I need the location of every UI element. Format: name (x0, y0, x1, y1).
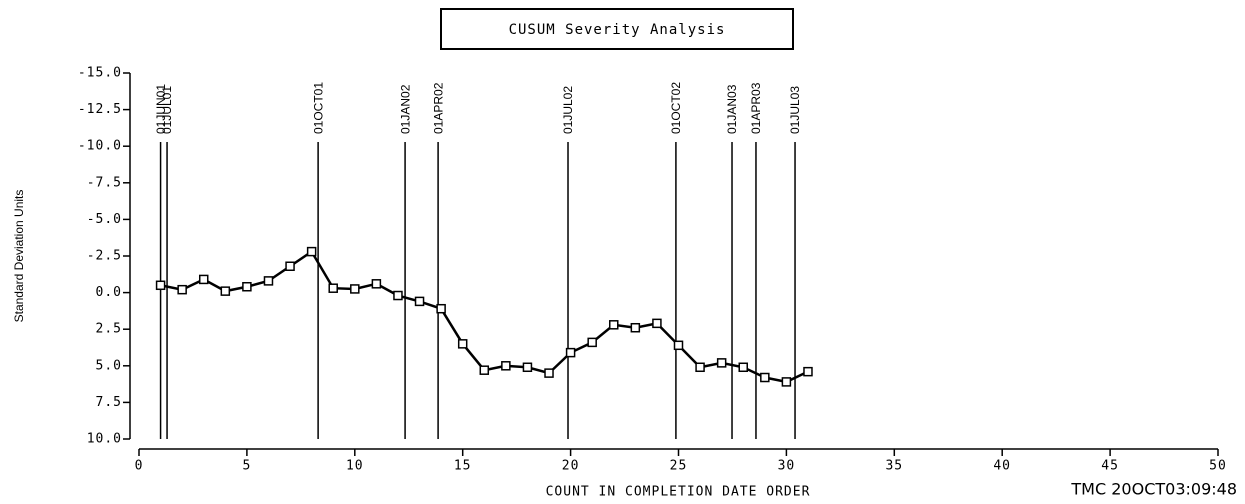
y-tick-label: 5.0 (96, 358, 122, 373)
y-tick-label: -12.5 (78, 102, 122, 117)
point-marker (371, 279, 382, 289)
point-marker (220, 286, 231, 296)
x-tick-label: 25 (670, 459, 688, 474)
series-line (160, 249, 809, 384)
reference-label: 01JUL02 (561, 86, 575, 134)
x-tick-label: 15 (454, 459, 472, 474)
point-marker (177, 284, 187, 295)
point-marker (652, 318, 662, 329)
y-tick-label: -7.5 (87, 175, 122, 190)
point-marker (803, 366, 813, 377)
y-tick-label: 0.0 (96, 285, 122, 300)
point-marker (760, 372, 770, 383)
y-tick-label: 2.5 (96, 322, 122, 337)
y-tick-label: 7.5 (96, 395, 122, 410)
point-marker (716, 358, 727, 368)
x-tick-label: 45 (1101, 459, 1119, 474)
point-marker (673, 340, 684, 351)
x-tick-label: 10 (346, 459, 364, 474)
point-marker (350, 284, 360, 294)
reference-label: 01JUN01 (154, 84, 168, 134)
x-tick-label: 35 (885, 459, 903, 474)
y-tick-label: 10.0 (87, 432, 122, 447)
point-marker (565, 347, 576, 358)
x-tick-label: 50 (1209, 459, 1227, 474)
x-tick-label: 30 (778, 459, 796, 474)
chart-title: CUSUM Severity Analysis (509, 22, 726, 38)
reference-label: 01OCT02 (669, 82, 683, 134)
x-tick-label: 5 (242, 459, 251, 474)
title-box (440, 8, 794, 50)
x-tick-label: 40 (993, 459, 1011, 474)
point-marker (328, 283, 338, 293)
point-marker (242, 281, 252, 292)
x-axis-label: COUNT IN COMPLETION DATE ORDER (546, 485, 811, 500)
reference-label: 01JUL03 (788, 86, 802, 134)
y-tick-label: -5.0 (87, 212, 122, 227)
reference-label: 01JAN02 (398, 84, 412, 134)
reference-label: 01JAN03 (725, 84, 739, 134)
point-marker (436, 303, 446, 314)
point-marker (393, 290, 403, 301)
point-marker (306, 246, 317, 257)
point-marker (695, 362, 705, 373)
x-tick-label: 0 (135, 459, 144, 474)
y-tick-label: -15.0 (78, 66, 122, 81)
point-marker (587, 337, 597, 348)
reference-label: 01APR02 (431, 82, 445, 134)
y-tick-label: -10.0 (78, 139, 122, 154)
point-marker (155, 280, 166, 291)
point-marker (263, 276, 274, 286)
point-marker (457, 339, 468, 349)
x-tick-label: 20 (562, 459, 580, 474)
reference-label: 01APR03 (749, 82, 763, 134)
point-marker (781, 377, 792, 387)
point-marker (522, 362, 533, 373)
y-tick-label: -2.5 (87, 249, 122, 264)
point-marker (544, 368, 554, 378)
point-marker (609, 320, 619, 330)
point-marker (414, 296, 425, 307)
footnote: TMC 20OCT03:09:48 (1070, 480, 1237, 499)
point-marker (501, 361, 511, 371)
y-axis-label: Standard Deviation Units (12, 190, 26, 323)
point-marker (738, 362, 748, 373)
point-marker (630, 322, 641, 333)
point-marker (479, 365, 490, 375)
reference-label: 01JUL01 (160, 86, 174, 134)
point-marker (198, 274, 209, 285)
reference-label: 01OCT01 (311, 82, 325, 134)
point-marker (285, 261, 295, 271)
